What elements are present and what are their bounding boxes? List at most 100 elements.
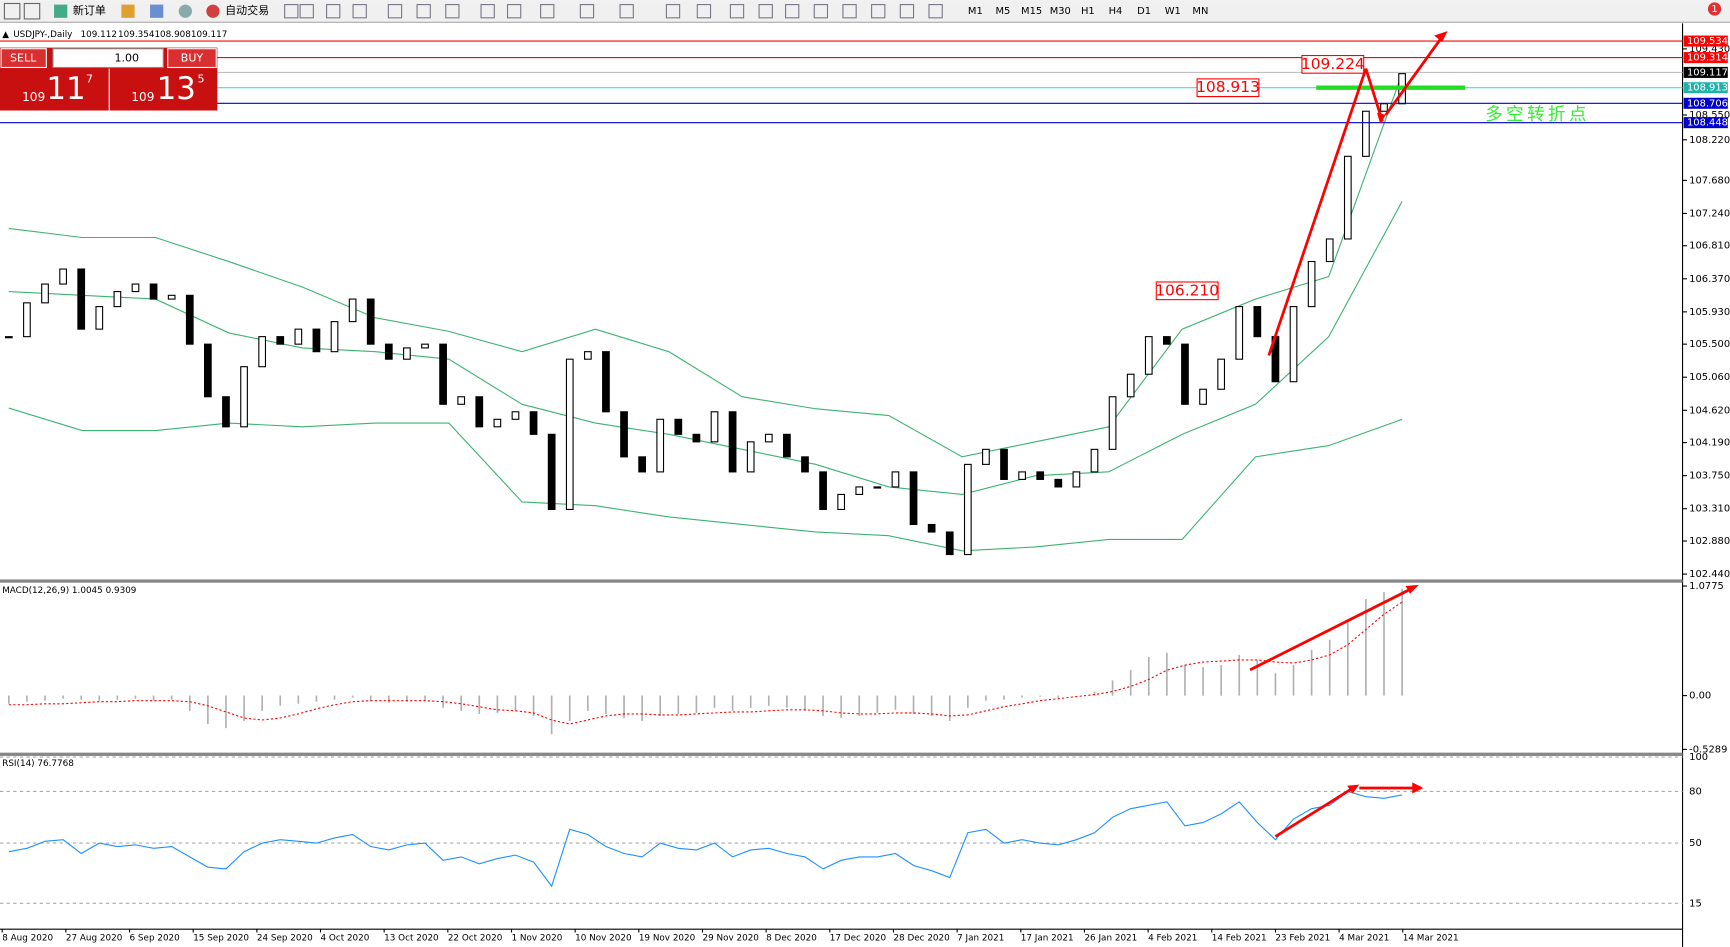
tool-icon[interactable]: [619, 4, 634, 19]
candle: [638, 456, 646, 473]
candle: [59, 268, 67, 285]
x-tick-label: 29 Nov 2020: [702, 933, 759, 943]
arrow: [1267, 34, 1445, 356]
tool-icon[interactable]: [579, 4, 595, 19]
ohlc-value: 108.908: [154, 30, 190, 40]
timeframe-button[interactable]: MN: [1192, 6, 1208, 17]
candle: [330, 321, 339, 353]
sell-label: SELL: [10, 52, 37, 65]
buy-point: 5: [197, 73, 204, 86]
icon-button[interactable]: [178, 4, 192, 18]
y-tick-label: 80: [1689, 786, 1702, 797]
tool-icon[interactable]: [813, 4, 829, 19]
level-label: 109.314: [1687, 53, 1728, 64]
tool-icon[interactable]: [842, 4, 857, 19]
annotation-label: 108.913: [1196, 78, 1260, 96]
symbol-label: USDJPY-,Daily: [13, 30, 72, 40]
timeframe-button[interactable]: D1: [1137, 6, 1151, 17]
icon-button[interactable]: [150, 4, 164, 18]
x-tick-label: 24 Sep 2020: [257, 933, 313, 943]
y-tick-label: 106.810: [1689, 241, 1730, 252]
y-tick-label: 50: [1689, 838, 1702, 849]
tool-icons: M1 M5 M15 M30 H1 H4 D1 W1 MN: [284, 4, 1208, 19]
candle: [1362, 110, 1370, 157]
candle: [1289, 306, 1298, 383]
level-label: 108.448: [1687, 118, 1728, 129]
tool-icon[interactable]: [696, 4, 712, 19]
x-tick-label: 6 Sep 2020: [130, 933, 181, 943]
candle: [547, 433, 556, 511]
candle: [746, 441, 755, 473]
y-tick-label: 102.880: [1689, 536, 1730, 547]
timeframe-button[interactable]: H4: [1109, 6, 1123, 17]
tool-icon[interactable]: [284, 4, 299, 19]
tool-icon[interactable]: [665, 4, 681, 19]
y-tick-label: 1.0775: [1689, 581, 1724, 592]
tool-icon[interactable]: [416, 4, 431, 19]
candle: [945, 531, 954, 556]
candle: [674, 418, 683, 435]
sell-button[interactable]: [0, 48, 47, 69]
timeframe-button[interactable]: H1: [1081, 6, 1095, 17]
notification-badge[interactable]: [1707, 2, 1722, 16]
timeframe-button[interactable]: M1: [968, 6, 983, 17]
tool-icon[interactable]: [928, 4, 943, 19]
timeframe-button[interactable]: M30: [1050, 6, 1071, 17]
candle: [366, 298, 375, 345]
candle: [1000, 448, 1008, 480]
tool-icon[interactable]: [758, 4, 773, 19]
new-order-icon[interactable]: [54, 4, 68, 18]
lots-input[interactable]: [52, 48, 164, 69]
tool-icon[interactable]: [387, 4, 403, 19]
candle: [131, 283, 140, 293]
ohlc-value: 109.117: [191, 30, 227, 40]
timeframe-button[interactable]: W1: [1165, 6, 1181, 17]
x-tick-label: 7 Jan 2021: [957, 933, 1004, 943]
candle: [529, 411, 538, 435]
candle: [1380, 103, 1388, 112]
buy-button[interactable]: [167, 48, 217, 69]
notification-count: 1: [1711, 4, 1717, 15]
new-order-button[interactable]: 新订单: [73, 3, 106, 17]
candle: [1090, 448, 1099, 473]
toolbar: [0, 0, 1730, 23]
timeframe-button[interactable]: M15: [1021, 6, 1042, 17]
icon-button[interactable]: [121, 4, 135, 18]
tool-icon[interactable]: [445, 4, 460, 19]
tool-icon[interactable]: [871, 4, 886, 19]
bollinger-middle: [8, 201, 1403, 496]
tool-icon[interactable]: [326, 4, 341, 19]
x-tick-label: 19 Nov 2020: [639, 933, 696, 943]
icon-button[interactable]: [23, 2, 41, 20]
candle: [620, 411, 628, 458]
indicator-title: MACD(12,26,9) 1.0045 0.9309: [2, 586, 136, 596]
tool-icon[interactable]: [299, 4, 314, 19]
y-tick-label: 105.930: [1689, 307, 1730, 318]
candle: [457, 396, 466, 405]
auto-trading-icon[interactable]: [206, 4, 220, 18]
annotation-box: [1155, 281, 1219, 301]
lots-value: 1.00: [114, 52, 139, 65]
candle: [873, 486, 882, 489]
candle: [710, 411, 719, 443]
annotation-label: 106.210: [1155, 281, 1219, 299]
tool-icon[interactable]: [480, 4, 495, 19]
arrow-head: [1376, 112, 1386, 124]
icon-button[interactable]: [3, 2, 21, 20]
annotation-box: [1196, 78, 1260, 98]
auto-trading-button[interactable]: 自动交易: [225, 3, 269, 17]
tool-icon[interactable]: [899, 4, 915, 19]
timeframe-button[interactable]: M5: [995, 6, 1010, 17]
tool-icon[interactable]: [506, 4, 522, 19]
tool-icon[interactable]: [729, 4, 745, 19]
tool-icon[interactable]: [352, 4, 367, 19]
x-tick-label: 22 Oct 2020: [448, 933, 503, 943]
tool-icon[interactable]: [540, 4, 555, 19]
tool-icon[interactable]: [785, 4, 800, 19]
candle: [294, 328, 303, 345]
arrow: [1249, 585, 1416, 672]
x-tick-label: 1 Nov 2020: [511, 933, 562, 943]
y-tick-label: 105.500: [1689, 339, 1730, 350]
arrow-head: [1405, 584, 1419, 594]
